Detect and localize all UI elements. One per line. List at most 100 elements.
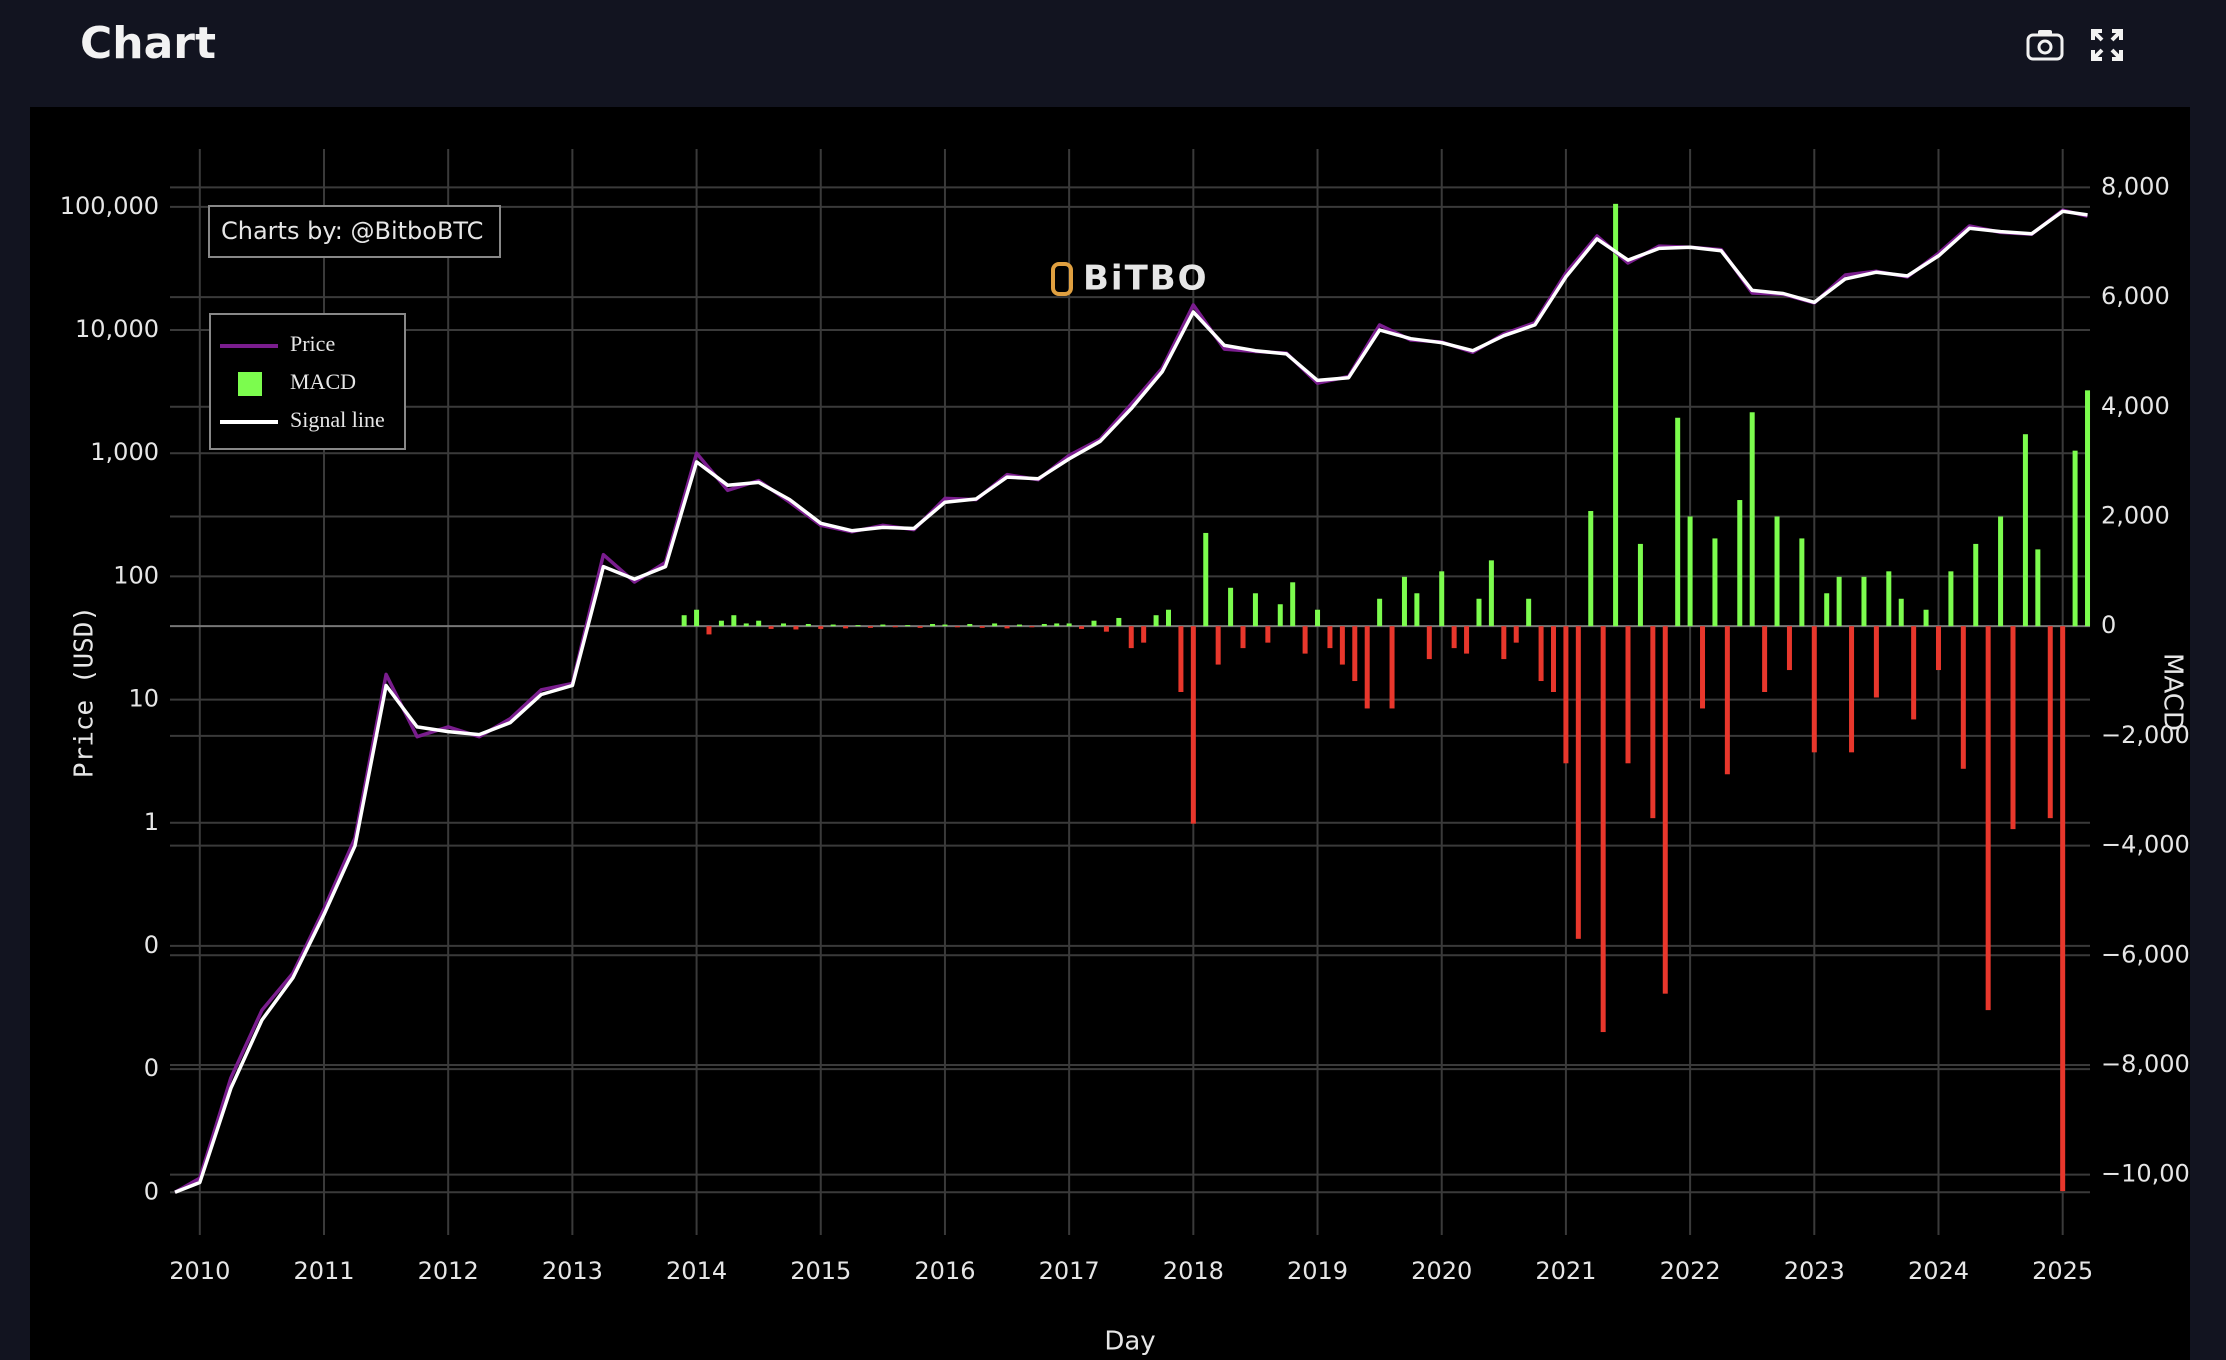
macd-bar — [1687, 516, 1693, 627]
macd-bar — [1501, 626, 1507, 660]
macd-bar — [805, 623, 811, 627]
macd-bar — [1737, 500, 1743, 627]
macd-bar — [1215, 626, 1221, 665]
macd-bar — [1004, 626, 1010, 629]
macd-bar — [768, 626, 774, 629]
macd-bar — [992, 623, 998, 627]
macd-bar — [1240, 626, 1246, 649]
page-title: Chart — [80, 18, 217, 69]
y2-tick-label: 0 — [2101, 611, 2116, 639]
x-tick-label: 2017 — [1039, 1257, 1100, 1285]
macd-bar — [1712, 538, 1718, 627]
y2-tick-label: −6,000 — [2101, 940, 2190, 968]
macd-bar — [1426, 626, 1432, 660]
fullscreen-button[interactable] — [2090, 28, 2124, 62]
macd-bar — [1339, 626, 1345, 665]
macd-bar — [731, 615, 737, 627]
y2-tick-label: −2,000 — [2101, 721, 2190, 749]
macd-bar — [818, 626, 824, 629]
macd-bar — [905, 625, 911, 627]
x-tick-label: 2021 — [1535, 1257, 1596, 1285]
macd-bar — [1016, 624, 1022, 627]
macd-bar — [1029, 626, 1035, 628]
header: Chart — [0, 0, 2226, 107]
camera-button[interactable] — [2025, 28, 2065, 62]
macd-bar — [1700, 626, 1706, 709]
y-axis-title: Price (USD) — [70, 606, 100, 778]
x-tick-label: 2024 — [1908, 1257, 1969, 1285]
x-tick-label: 2012 — [418, 1257, 479, 1285]
logo-icon — [1051, 262, 1073, 296]
macd-bar — [954, 626, 960, 628]
macd-bar — [1141, 626, 1147, 643]
watermark: BiTBO — [1083, 259, 1209, 299]
macd-bar — [1252, 593, 1258, 627]
y-tick-label: 10 — [128, 685, 159, 713]
macd-bar — [867, 626, 873, 628]
macd-bar — [1165, 609, 1171, 627]
macd-bar — [1637, 543, 1643, 627]
macd-bar — [1178, 626, 1184, 692]
macd-bar — [1364, 626, 1370, 709]
macd-bar — [1315, 609, 1321, 627]
y-tick-label: 1 — [144, 808, 159, 836]
y2-tick-label: −10,000 — [2101, 1160, 2190, 1188]
annotation: Charts by: @BitboBTC — [221, 217, 483, 245]
macd-bar — [1799, 538, 1805, 627]
macd-bar — [1650, 626, 1656, 819]
macd-bar — [1526, 598, 1532, 627]
macd-bar — [1985, 626, 1991, 1011]
macd-bar — [1228, 587, 1234, 627]
x-axis-title: Day — [1104, 1327, 1155, 1357]
macd-bar — [2022, 434, 2028, 627]
y-tick-label: 10,000 — [75, 315, 159, 343]
y2-tick-label: 4,000 — [2101, 392, 2170, 420]
macd-bar — [756, 620, 762, 627]
legend-label: Price — [290, 331, 335, 356]
legend-label: MACD — [290, 369, 356, 394]
macd-bar — [1265, 626, 1271, 643]
macd-bar — [2047, 626, 2053, 819]
macd-bar — [1290, 582, 1296, 627]
series-line — [174, 209, 2088, 1194]
macd-bar — [1041, 623, 1047, 627]
macd-bar — [1190, 626, 1196, 824]
macd-bar — [1625, 626, 1631, 764]
y-tick-label: 1,000 — [90, 438, 159, 466]
macd-bar — [1762, 626, 1768, 692]
macd-bar — [1662, 626, 1668, 994]
chart: Day Price (USD) MACD 2010 2011 2012 2013 201… — [30, 107, 2190, 1360]
macd-bar — [1911, 626, 1917, 720]
y-tick-label: 0 — [144, 1177, 159, 1205]
x-tick-label: 2013 — [542, 1257, 603, 1285]
macd-bar — [1476, 598, 1482, 627]
macd-bar — [880, 624, 886, 627]
legend-swatch — [238, 372, 262, 396]
plot-area: Day Price (USD) MACD 2010 2011 2012 2013 201… — [60, 149, 2190, 1357]
macd-bar — [1873, 626, 1879, 698]
macd-bar — [1563, 626, 1569, 764]
x-tick-label: 2019 — [1287, 1257, 1348, 1285]
macd-bar — [1302, 626, 1308, 654]
macd-bar — [1116, 617, 1122, 627]
macd-bar — [2035, 549, 2041, 627]
y2-tick-label: −8,000 — [2101, 1050, 2190, 1078]
macd-bar — [681, 615, 687, 627]
x-tick-label: 2016 — [914, 1257, 975, 1285]
annotation-box — [208, 205, 501, 258]
macd-bar — [1923, 609, 1929, 627]
x-tick-label: 2020 — [1411, 1257, 1472, 1285]
x-tick-label: 2010 — [169, 1257, 230, 1285]
legend-label: Signal line — [290, 407, 385, 432]
macd-bar — [1749, 412, 1755, 627]
macd-bar — [1998, 516, 2004, 627]
macd-bar — [1898, 598, 1904, 627]
macd-bar — [1774, 516, 1780, 627]
macd-bar — [1439, 571, 1445, 627]
macd-bar — [1153, 615, 1159, 627]
macd-bar — [1327, 626, 1333, 649]
macd-bar — [2072, 450, 2078, 627]
macd-bar — [1488, 560, 1494, 627]
x-tick-label: 2011 — [293, 1257, 354, 1285]
macd-bar — [1824, 593, 1830, 627]
